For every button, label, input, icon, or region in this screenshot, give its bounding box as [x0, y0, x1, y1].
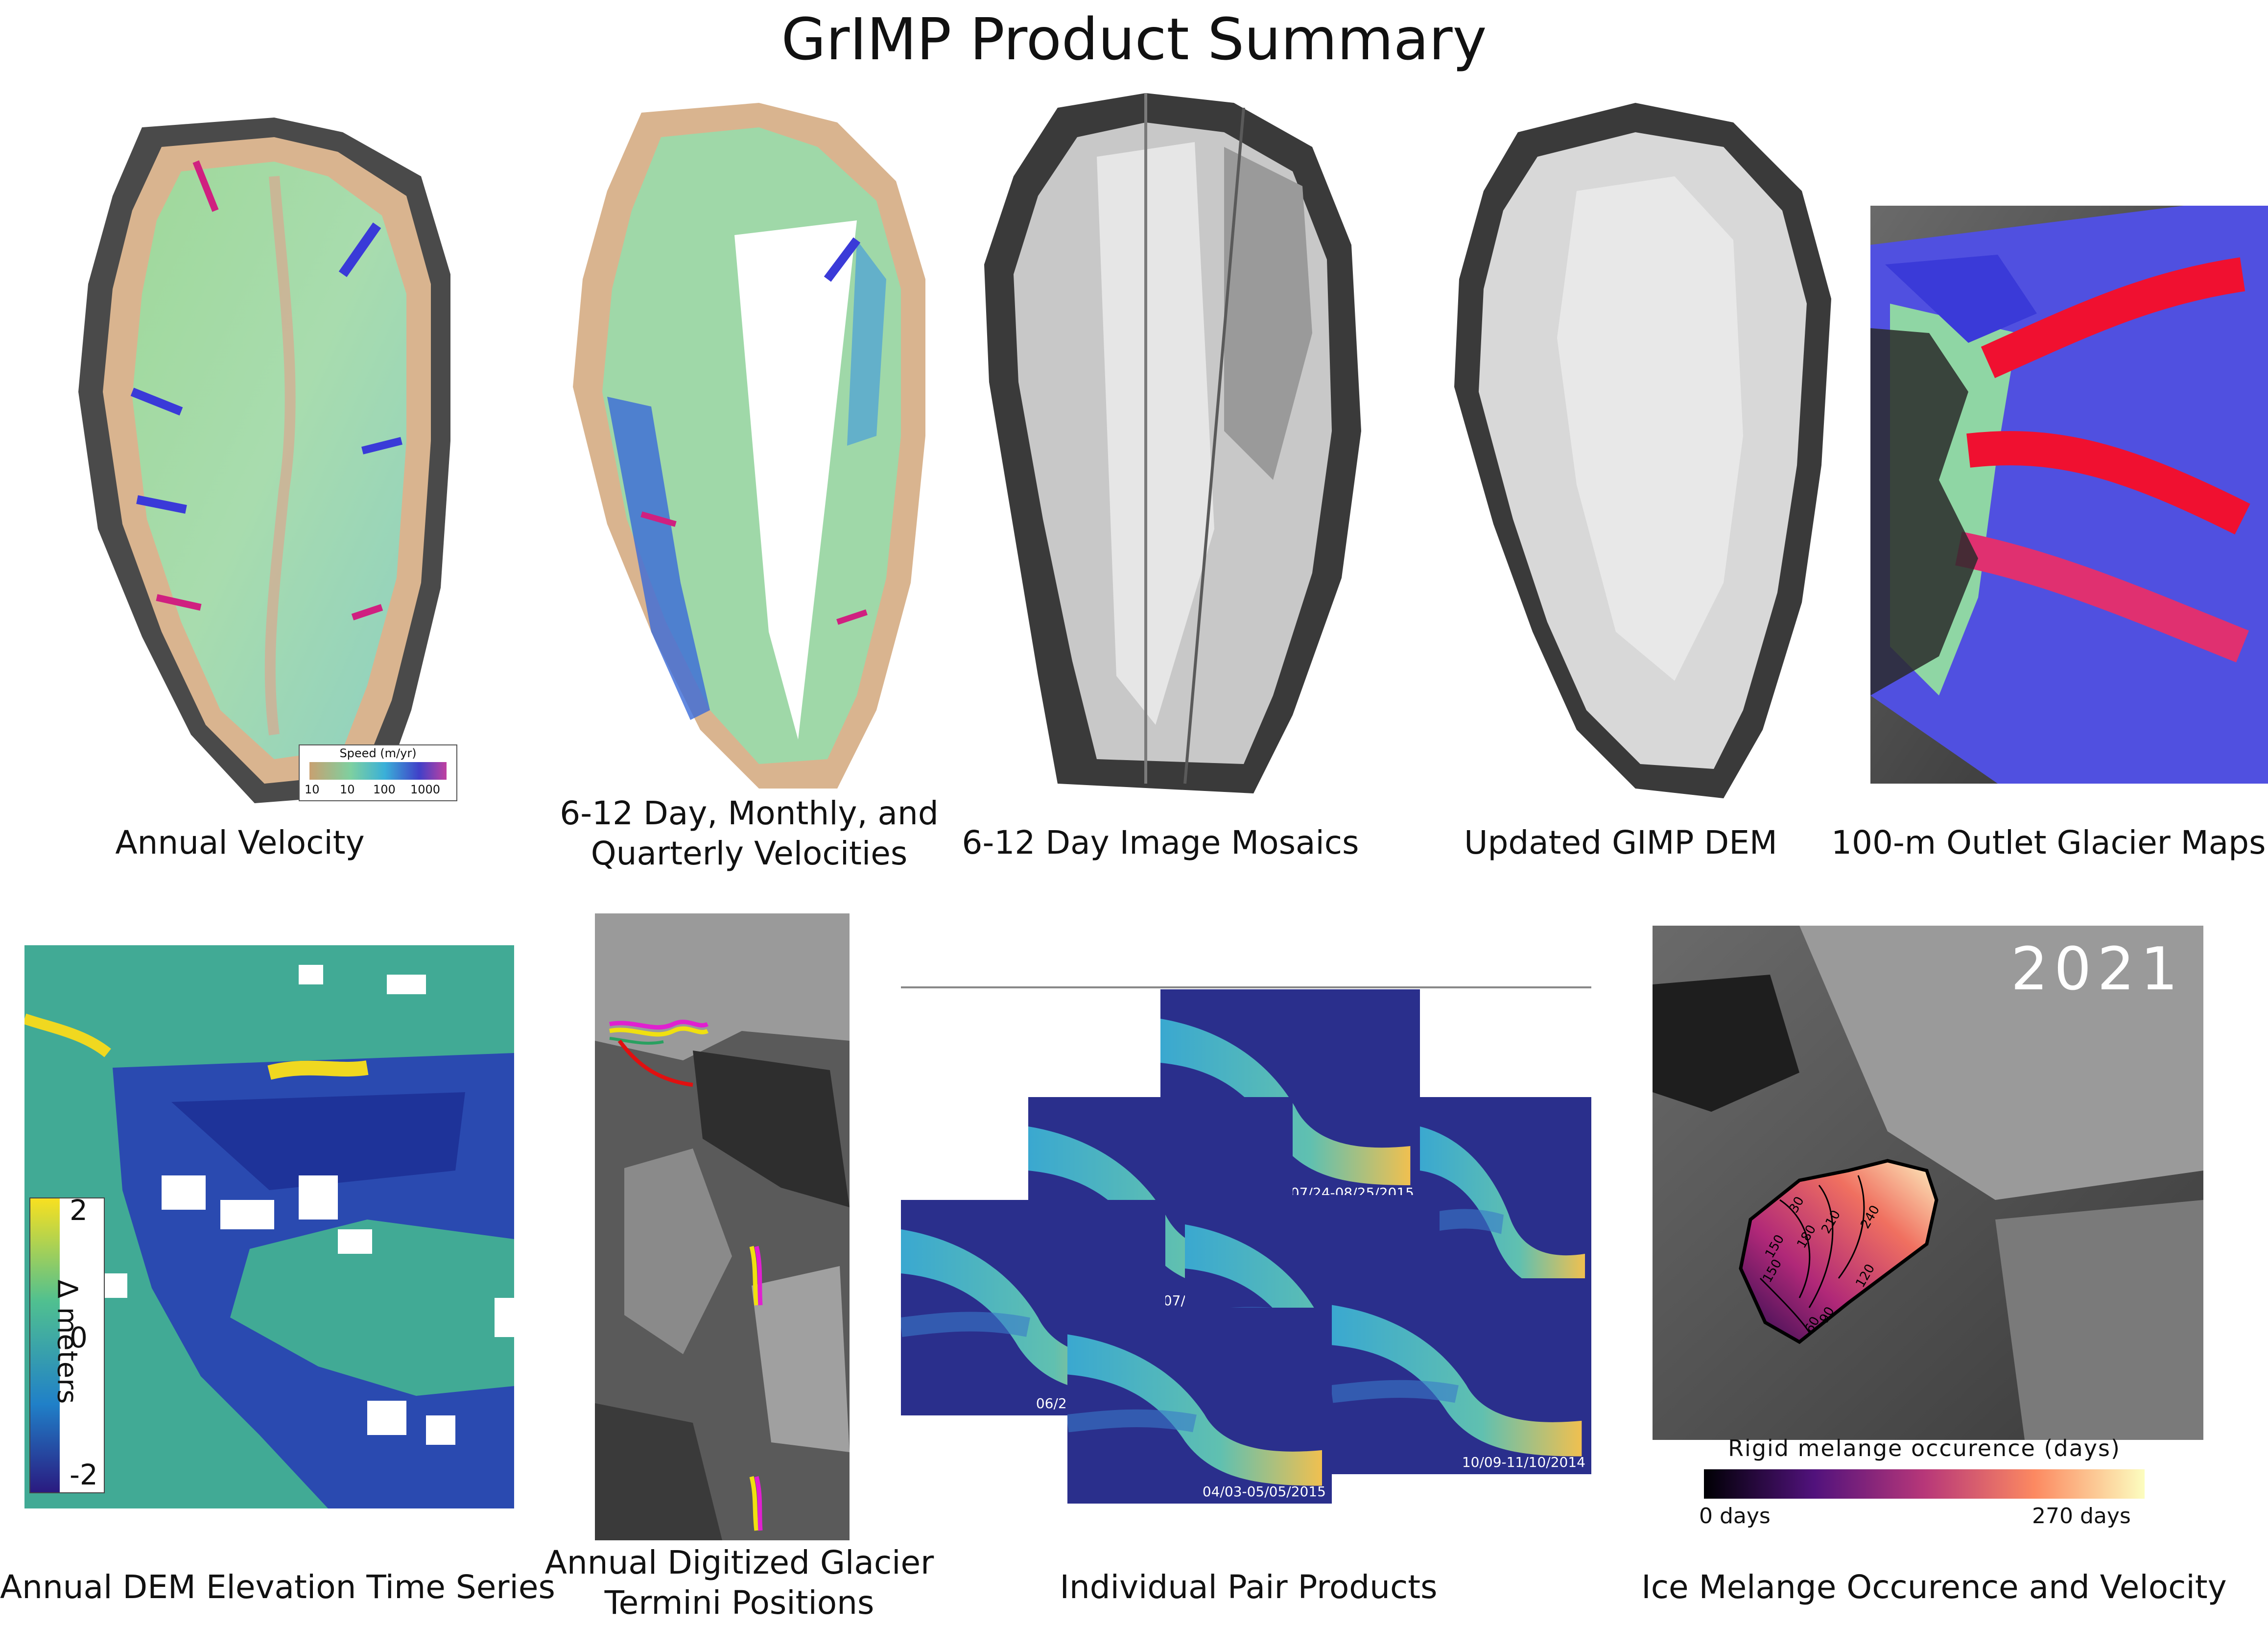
melange-contour-label: 150 — [1762, 1232, 1788, 1261]
melange-colorbar-max: 270 days — [2032, 1504, 2131, 1529]
pair-product-tile: 10/09-11/10/2014 — [1332, 1278, 1591, 1474]
melange-contour-label: 150 — [1760, 1257, 1785, 1285]
dem-colorbar-tick: 2 — [70, 1194, 88, 1227]
melange-map: 2021 30 60 90 120 150 150 180 210 240 — [1653, 926, 2203, 1440]
speed-legend: Speed (m/yr) 10 10 100 1000 — [299, 744, 457, 801]
caption-pair-products: Individual Pair Products — [1060, 1568, 1438, 1606]
annual-velocity-map: Speed (m/yr) 10 10 100 1000 — [69, 98, 470, 813]
melange-contours: 30 60 90 120 150 150 180 210 240 — [1653, 926, 2203, 1440]
short-velocity-map — [553, 93, 955, 798]
caption-melange: Ice Melange Occurence and Velocity — [1641, 1568, 2227, 1606]
caption-termini: Annual Digitized Glacier Termini Positio… — [529, 1543, 950, 1623]
caption-short-velocity: 6-12 Day, Monthly, and Quarterly Velocit… — [539, 793, 960, 874]
speed-legend-tick: 100 — [373, 783, 396, 796]
caption-gimp-dem: Updated GIMP DEM — [1464, 824, 1777, 861]
speed-legend-bar — [309, 762, 447, 780]
speed-legend-tick: 10 — [305, 783, 320, 796]
melange-colorbar-min: 0 days — [1699, 1504, 1771, 1529]
melange-colorbar-title: Rigid melange occurence (days) — [1728, 1435, 2121, 1461]
outlet-glacier-map — [1870, 206, 2268, 784]
melange-contour-label: 240 — [1858, 1203, 1883, 1231]
caption-annual-velocity: Annual Velocity — [115, 824, 365, 861]
pair-product-tile: 04/03-05/05/2015 — [1067, 1308, 1332, 1504]
pair-date-label: 10/09-11/10/2014 — [1462, 1454, 1585, 1470]
melange-contour-label: 120 — [1853, 1262, 1878, 1290]
caption-short-velocity-line2: Quarterly Velocities — [591, 835, 908, 872]
pair-date-label: 04/03-05/05/2015 — [1202, 1483, 1326, 1500]
gimp-dem-map — [1430, 93, 1851, 808]
caption-termini-line2: Termini Positions — [604, 1584, 874, 1622]
dem-colorbar-tick: 0 — [70, 1321, 88, 1354]
caption-image-mosaics: 6-12 Day Image Mosaics — [962, 824, 1359, 861]
caption-outlet-maps: 100-m Outlet Glacier Maps — [1831, 824, 2266, 861]
pair-products-mosaic — [901, 984, 1591, 1508]
caption-short-velocity-line1: 6-12 Day, Monthly, and — [560, 794, 939, 832]
termini-map — [595, 913, 850, 1540]
dem-colorbar-tick: -2 — [70, 1458, 98, 1491]
pair-product-tile: 06/06-07/08/2015 — [1420, 1097, 1591, 1313]
speed-legend-title: Speed (m/yr) — [339, 746, 417, 760]
pair-tiles: 07/24-08/25/201507/08-08/09/201506/06-07… — [901, 984, 1591, 1508]
melange-contour-label: 210 — [1819, 1208, 1844, 1236]
caption-dem-series: Annual DEM Elevation Time Series — [0, 1568, 555, 1606]
melange-colorbar — [1704, 1469, 2145, 1499]
caption-termini-line1: Annual Digitized Glacier — [544, 1544, 934, 1581]
speed-legend-tick: 1000 — [410, 783, 441, 796]
speed-legend-tick: 10 — [340, 783, 355, 796]
page-title: GrIMP Product Summary — [781, 5, 1487, 73]
dem-change-map: 2 0 -2 Δ meters — [24, 945, 514, 1508]
melange-contour-label: 180 — [1794, 1222, 1819, 1251]
dem-colorbar-label: Δ meters — [51, 1279, 83, 1404]
dem-colorbar: 2 0 -2 Δ meters — [29, 1194, 105, 1493]
melange-contour-label: 30 — [1786, 1194, 1807, 1216]
image-mosaic-map — [969, 88, 1391, 803]
melange-year: 2021 — [2010, 935, 2184, 1004]
